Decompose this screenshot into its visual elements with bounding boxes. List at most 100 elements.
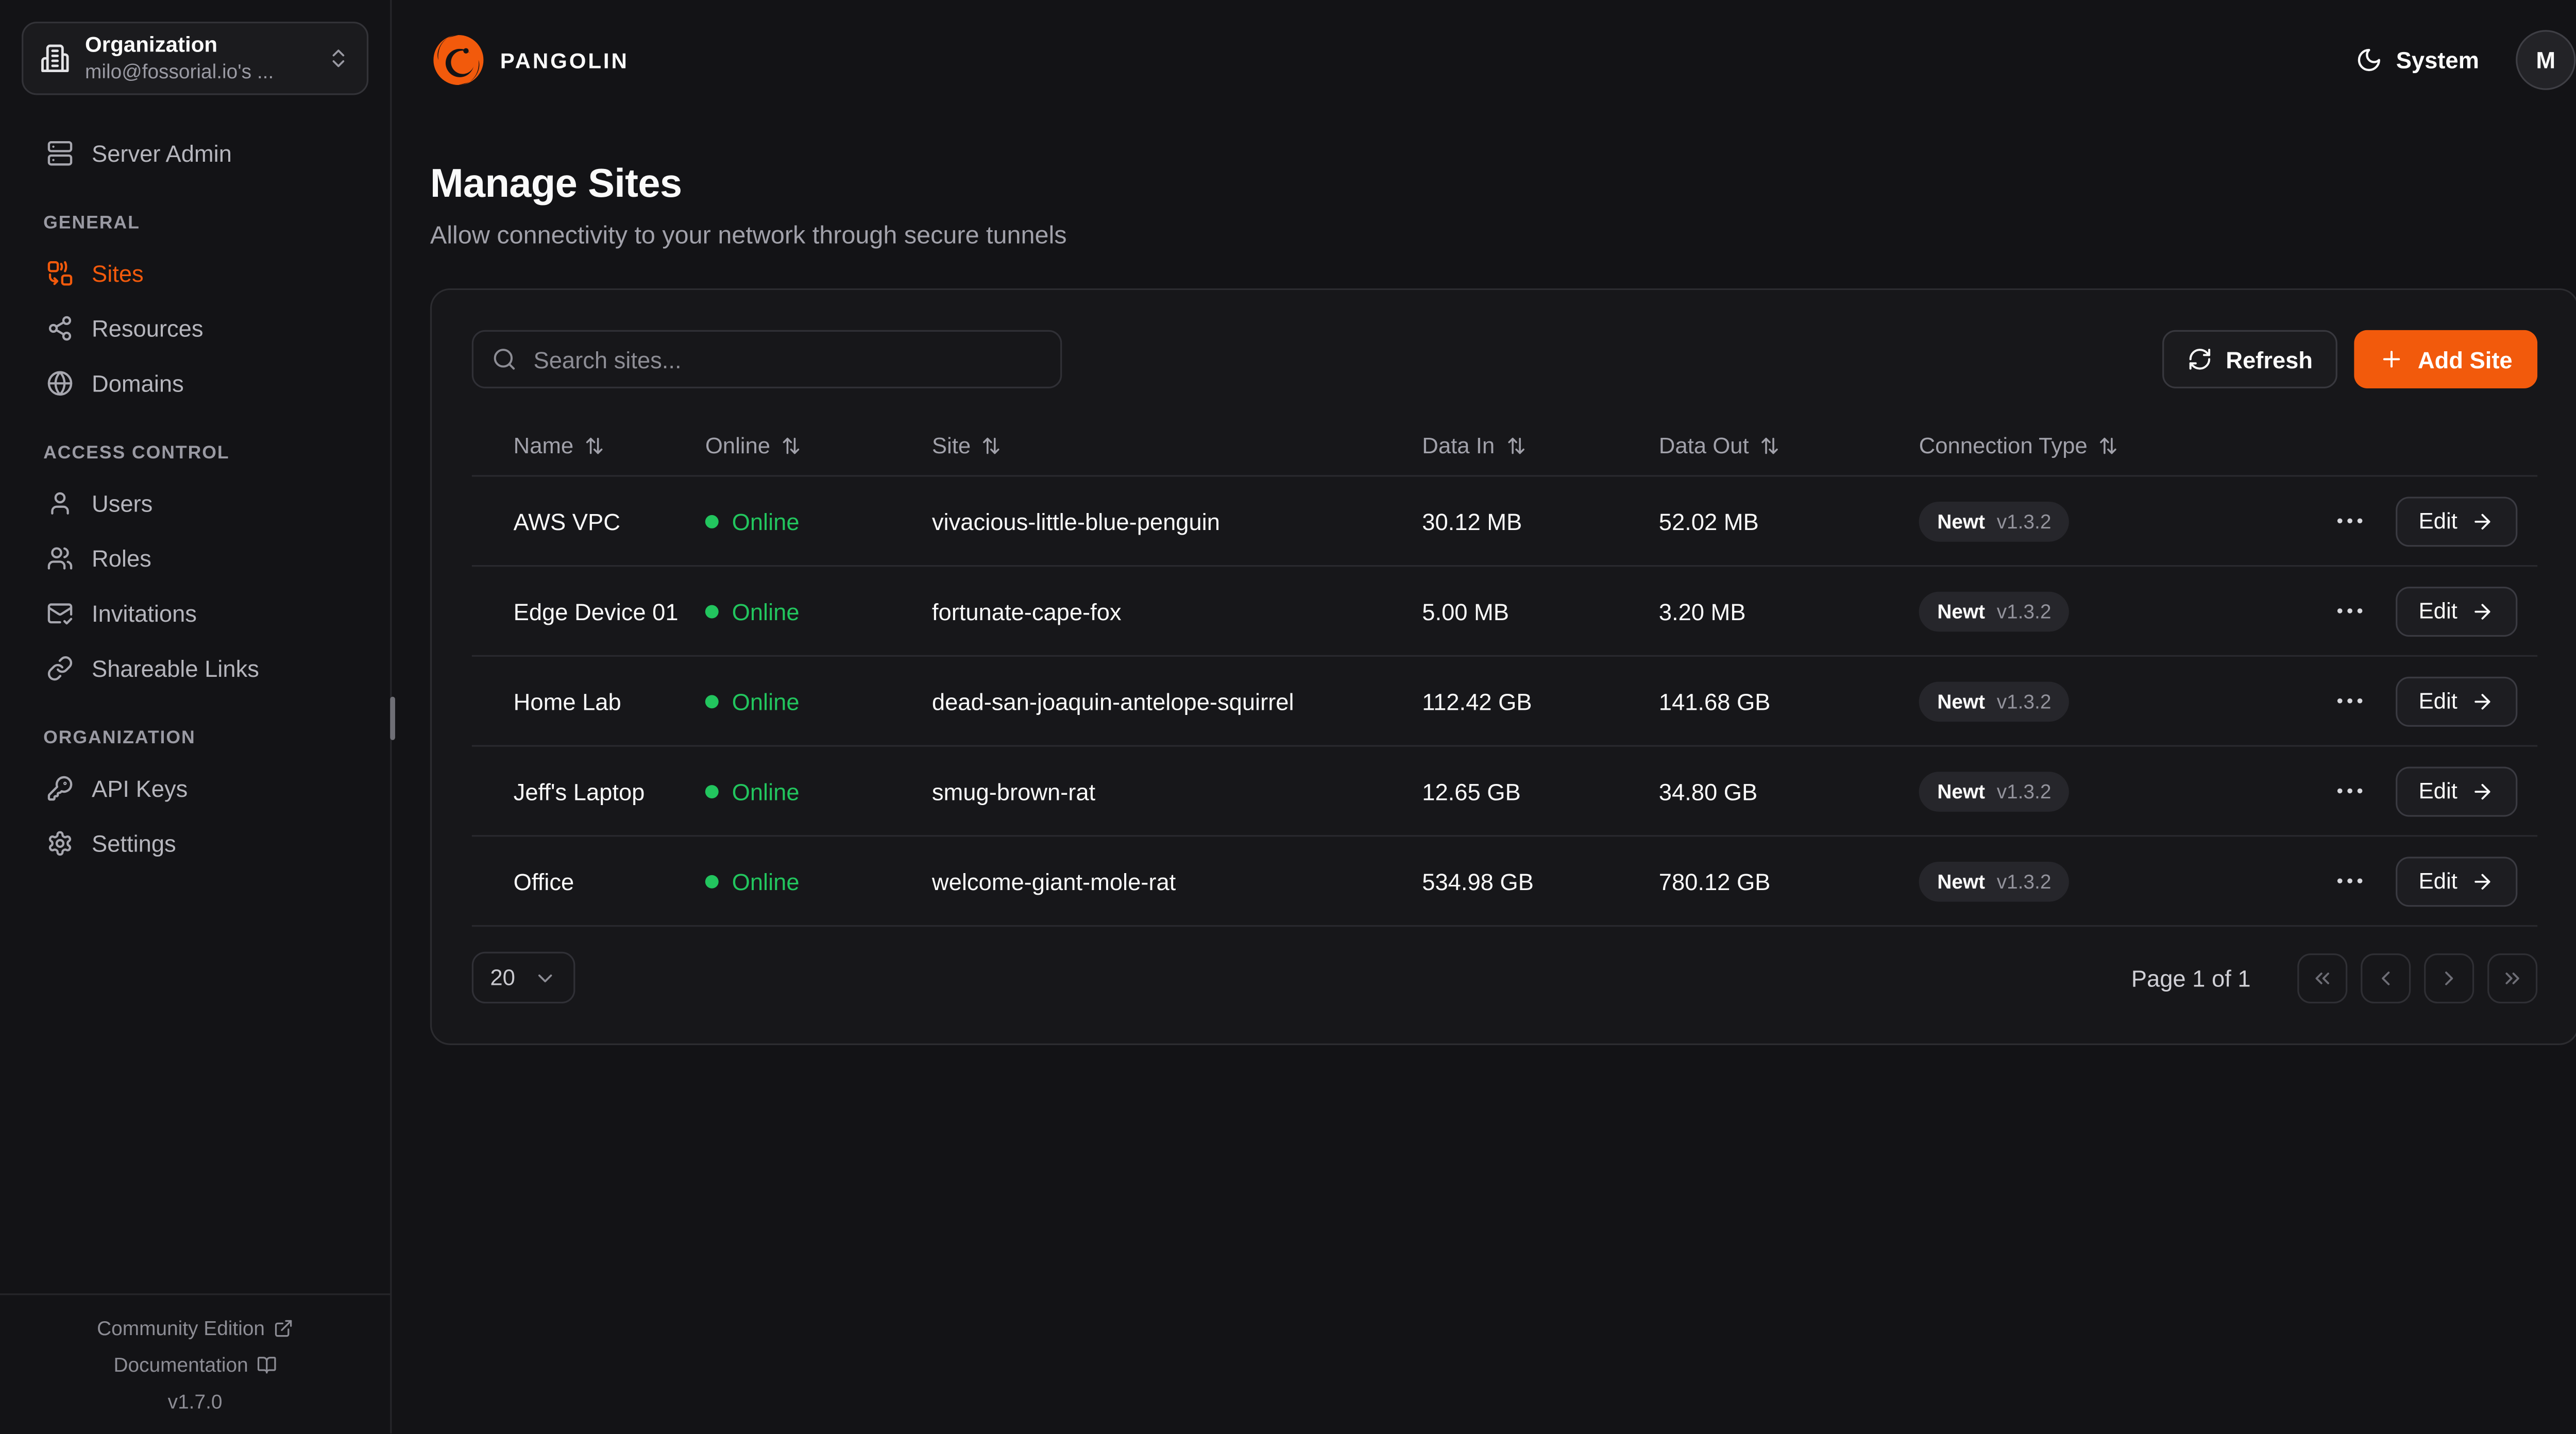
column-header-data-out[interactable]: Data Out	[1659, 433, 1919, 457]
connection-type-badge: Newt v1.3.2	[1919, 501, 2070, 541]
edit-button[interactable]: Edit	[2395, 765, 2518, 816]
sidebar-item-sites[interactable]: Sites	[22, 245, 368, 300]
documentation-label: Documentation	[113, 1353, 248, 1377]
search-input[interactable]	[530, 344, 1042, 374]
first-page-button[interactable]	[2297, 952, 2348, 1003]
sites-icon	[47, 259, 74, 286]
site-name: Jeff's Laptop	[513, 777, 645, 805]
add-site-button[interactable]: Add Site	[2354, 330, 2538, 388]
sites-table: Name Online Site Data In	[471, 415, 2538, 927]
building-icon	[40, 43, 70, 73]
sidebar-item-invitations[interactable]: Invitations	[22, 585, 368, 640]
gear-icon	[47, 829, 74, 856]
page-subtitle: Allow connectivity to your network throu…	[430, 221, 1067, 250]
edit-button[interactable]: Edit	[2395, 856, 2518, 906]
sidebar-item-server-admin[interactable]: Server Admin	[22, 125, 368, 180]
page-size-select[interactable]: 20	[471, 951, 575, 1004]
data-out-value: 3.20 MB	[1658, 598, 1746, 624]
brand: PANGOLIN	[430, 31, 629, 88]
plus-icon	[2379, 347, 2404, 372]
column-header-data-in[interactable]: Data In	[1422, 433, 1659, 457]
sort-icon	[1505, 434, 1527, 456]
sidebar-resize-handle[interactable]	[390, 696, 395, 740]
sort-icon	[1759, 434, 1781, 456]
data-out-value: 34.80 GB	[1658, 777, 1758, 805]
online-status-dot	[705, 604, 719, 618]
sidebar-item-label: Shareable Links	[91, 654, 259, 681]
table-row: Office Online welcome-giant-mole-rat 534…	[471, 835, 2538, 927]
site-name: Home Lab	[513, 687, 621, 714]
sort-icon	[2097, 434, 2119, 456]
row-menu-button[interactable]	[2333, 508, 2365, 534]
moon-icon	[2356, 47, 2383, 74]
table-header-row: Name Online Site Data In	[472, 415, 2537, 475]
users-icon	[47, 544, 74, 571]
add-site-label: Add Site	[2417, 346, 2513, 373]
sidebar-item-resources[interactable]: Resources	[22, 300, 368, 355]
user-avatar[interactable]: M	[2516, 30, 2576, 90]
page-head: Manage Sites Allow connectivity to your …	[392, 120, 2576, 250]
org-switcher-label: Organization	[85, 32, 218, 58]
column-header-name[interactable]: Name	[472, 433, 705, 457]
sidebar-item-api-keys[interactable]: API Keys	[22, 760, 368, 815]
chevron-left-icon	[2374, 966, 2397, 989]
org-switcher[interactable]: Organization milo@fossorial.io's ...	[22, 22, 369, 95]
table-row: AWS VPC Online vivacious-little-blue-pen…	[471, 475, 2538, 565]
column-header-online[interactable]: Online	[705, 433, 932, 457]
refresh-button[interactable]: Refresh	[2162, 330, 2338, 388]
theme-toggle[interactable]: System	[2356, 46, 2479, 74]
user-icon	[47, 489, 74, 516]
online-status-dot	[705, 694, 719, 708]
edit-button[interactable]: Edit	[2395, 676, 2518, 726]
sort-icon	[584, 434, 605, 456]
data-out-value: 52.02 MB	[1658, 507, 1759, 535]
sites-card: Refresh Add Site Name	[430, 288, 2576, 1045]
chevron-down-icon	[534, 966, 557, 989]
org-switcher-value: milo@fossorial.io's ...	[85, 59, 274, 83]
next-page-button[interactable]	[2424, 952, 2475, 1003]
theme-label: System	[2396, 46, 2479, 74]
sidebar-item-shareable-links[interactable]: Shareable Links	[22, 640, 368, 695]
column-header-site[interactable]: Site	[932, 433, 1422, 457]
online-status-dot	[705, 874, 719, 888]
sidebar-item-domains[interactable]: Domains	[22, 355, 368, 410]
row-menu-button[interactable]	[2333, 688, 2365, 713]
sidebar-item-users[interactable]: Users	[22, 475, 368, 530]
sidebar-item-settings[interactable]: Settings	[22, 815, 368, 870]
site-slug: fortunate-cape-fox	[931, 598, 1122, 624]
edit-button[interactable]: Edit	[2395, 586, 2518, 636]
documentation-link[interactable]: Documentation	[114, 1354, 277, 1377]
online-status: Online	[705, 688, 932, 714]
table-row: Jeff's Laptop Online smug-brown-rat 12.6…	[471, 745, 2538, 835]
site-slug: welcome-giant-mole-rat	[931, 867, 1176, 895]
row-menu-button[interactable]	[2333, 778, 2365, 804]
connection-type-badge: Newt v1.3.2	[1919, 680, 2070, 721]
edit-button[interactable]: Edit	[2395, 496, 2518, 546]
page-title: Manage Sites	[430, 161, 682, 207]
row-menu-button[interactable]	[2333, 599, 2365, 624]
table-row: Home Lab Online dead-san-joaquin-antelop…	[471, 655, 2538, 745]
column-header-connection-type[interactable]: Connection Type	[1919, 433, 2538, 457]
community-edition-link[interactable]: Community Edition	[97, 1317, 293, 1340]
app-version: v1.7.0	[167, 1390, 223, 1414]
sidebar-item-label: Resources	[91, 314, 204, 341]
sidebar-footer: Community Edition Documentation v1.7.0	[0, 1293, 391, 1433]
sidebar-item-label: Server Admin	[91, 139, 232, 166]
connection-type-badge: Newt v1.3.2	[1919, 591, 2070, 631]
page-info: Page 1 of 1	[2131, 964, 2251, 991]
main-content: PANGOLIN System M Manage Sites Allow con…	[392, 0, 2576, 1433]
sidebar-item-roles[interactable]: Roles	[22, 530, 368, 585]
chevron-right-icon	[2437, 966, 2461, 989]
site-slug: dead-san-joaquin-antelope-squirrel	[931, 687, 1294, 714]
previous-page-button[interactable]	[2361, 952, 2411, 1003]
row-menu-button[interactable]	[2333, 868, 2365, 894]
sidebar-nav: Server Admin GENERAL Sites Resources Dom	[0, 117, 390, 1294]
connection-type-badge: Newt v1.3.2	[1919, 771, 2070, 811]
avatar-initial: M	[2536, 46, 2556, 74]
online-status: Online	[705, 867, 932, 894]
online-status-dot	[705, 784, 719, 798]
topbar: PANGOLIN System M	[392, 0, 2576, 120]
last-page-button[interactable]	[2487, 952, 2538, 1003]
sort-icon	[981, 434, 1003, 456]
